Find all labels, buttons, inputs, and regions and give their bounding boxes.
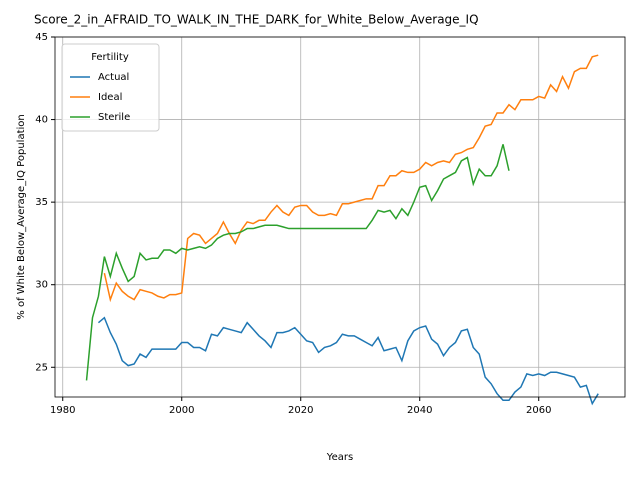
y-tick-label: 45 (35, 32, 48, 43)
x-tick-label: 1980 (50, 405, 75, 416)
data-line (85, 144, 510, 381)
legend-label: Ideal (98, 92, 122, 103)
chart-title: Score_2_in_AFRAID_TO_WALK_IN_THE_DARK_fo… (34, 13, 479, 27)
y-axis-label: % of White Below_Average_IQ Population (16, 114, 27, 319)
legend-label: Actual (98, 72, 129, 83)
y-tick-label: 25 (35, 362, 48, 373)
y-tick-label: 40 (35, 115, 48, 126)
y-tick-label: 35 (35, 197, 48, 208)
x-tick-label: 2020 (288, 405, 313, 416)
x-axis-label: Years (326, 452, 353, 463)
data-line (103, 54, 599, 303)
data-line (97, 316, 599, 406)
y-tick-label: 30 (35, 280, 48, 291)
x-tick-label: 2060 (526, 405, 551, 416)
legend-title: Fertility (91, 52, 129, 63)
legend-box (61, 43, 160, 132)
x-tick-label: 2040 (407, 405, 432, 416)
legend-label: Sterile (98, 112, 130, 123)
plot-frame (54, 36, 626, 398)
x-tick-label: 2000 (169, 405, 194, 416)
